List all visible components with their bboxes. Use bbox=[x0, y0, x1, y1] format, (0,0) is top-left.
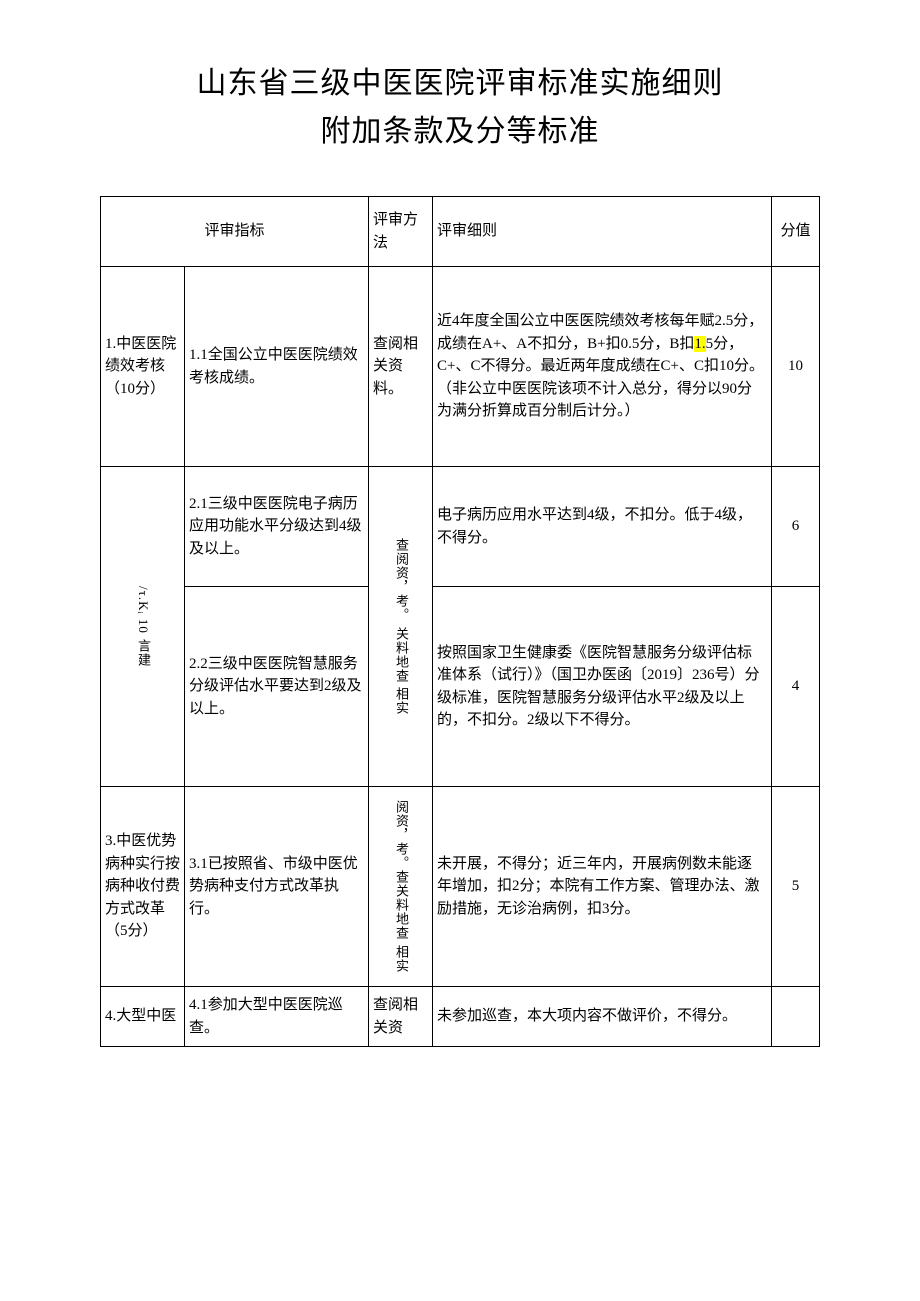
header-indicator: 评审指标 bbox=[101, 197, 369, 267]
rule-cell: 未参加巡查，本大项内容不做评价，不得分。 bbox=[433, 987, 772, 1047]
vertical-text: 阅资，考。查关料地查 相实 bbox=[392, 800, 409, 972]
item-cell: 2.1三级中医医院电子病历应用功能水平分级达到4级及以上。 bbox=[185, 467, 369, 587]
item-cell: 4.1参加大型中医医院巡查。 bbox=[185, 987, 369, 1047]
category-cell-vertical: /τ.Kᵢ 10 言建 bbox=[101, 467, 185, 787]
table-row: 1.中医医院绩效考核（10分） 1.1全国公立中医医院绩效考核成绩。 查阅相关资… bbox=[101, 267, 820, 467]
score-cell: 6 bbox=[772, 467, 820, 587]
method-cell-vertical: 查阅资，考。 关料地查 相实 bbox=[369, 467, 433, 787]
table-row: 3.中医优势病种实行按病种收付费方式改革（5分） 3.1已按照省、市级中医优势病… bbox=[101, 787, 820, 987]
table-row: /τ.Kᵢ 10 言建 2.1三级中医医院电子病历应用功能水平分级达到4级及以上… bbox=[101, 467, 820, 587]
table-header-row: 评审指标 评审方法 评审细则 分值 bbox=[101, 197, 820, 267]
rule-cell: 电子病历应用水平达到4级，不扣分。低于4级，不得分。 bbox=[433, 467, 772, 587]
category-cell: 1.中医医院绩效考核（10分） bbox=[101, 267, 185, 467]
score-cell bbox=[772, 987, 820, 1047]
evaluation-table: 评审指标 评审方法 评审细则 分值 1.中医医院绩效考核（10分） 1.1全国公… bbox=[100, 196, 820, 1047]
score-cell: 5 bbox=[772, 787, 820, 987]
title-line-2: 附加条款及分等标准 bbox=[100, 108, 820, 156]
category-cell: 3.中医优势病种实行按病种收付费方式改革（5分） bbox=[101, 787, 185, 987]
item-cell: 3.1已按照省、市级中医优势病种支付方式改革执行。 bbox=[185, 787, 369, 987]
table-row: 2.2三级中医医院智慧服务分级评估水平要达到2级及以上。 按照国家卫生健康委《医… bbox=[101, 587, 820, 787]
method-cell: 查阅相关资料。 bbox=[369, 267, 433, 467]
vertical-text: 查阅资，考。 关料地查 相实 bbox=[392, 538, 409, 715]
title-line-1: 山东省三级中医医院评审标准实施细则 bbox=[100, 60, 820, 108]
header-method: 评审方法 bbox=[369, 197, 433, 267]
item-cell: 2.2三级中医医院智慧服务分级评估水平要达到2级及以上。 bbox=[185, 587, 369, 787]
table-row: 4.大型中医 4.1参加大型中医医院巡查。 查阅相关资 未参加巡查，本大项内容不… bbox=[101, 987, 820, 1047]
rule-highlight: 1. bbox=[694, 336, 705, 352]
vertical-text: /τ.Kᵢ 10 言建 bbox=[134, 586, 151, 666]
score-cell: 10 bbox=[772, 267, 820, 467]
rule-cell: 未开展，不得分；近三年内，开展病例数未能逐年增加，扣2分；本院有工作方案、管理办… bbox=[433, 787, 772, 987]
item-cell: 1.1全国公立中医医院绩效考核成绩。 bbox=[185, 267, 369, 467]
method-cell-vertical: 阅资，考。查关料地查 相实 bbox=[369, 787, 433, 987]
rule-cell: 近4年度全国公立中医医院绩效考核每年赋2.5分，成绩在A+、A不扣分，B+扣0.… bbox=[433, 267, 772, 467]
header-rule: 评审细则 bbox=[433, 197, 772, 267]
score-cell: 4 bbox=[772, 587, 820, 787]
category-cell: 4.大型中医 bbox=[101, 987, 185, 1047]
rule-cell: 按照国家卫生健康委《医院智慧服务分级评估标准体系（试行）》（国卫办医函〔2019… bbox=[433, 587, 772, 787]
document-title: 山东省三级中医医院评审标准实施细则 附加条款及分等标准 bbox=[100, 60, 820, 156]
header-score: 分值 bbox=[772, 197, 820, 267]
method-cell: 查阅相关资 bbox=[369, 987, 433, 1047]
